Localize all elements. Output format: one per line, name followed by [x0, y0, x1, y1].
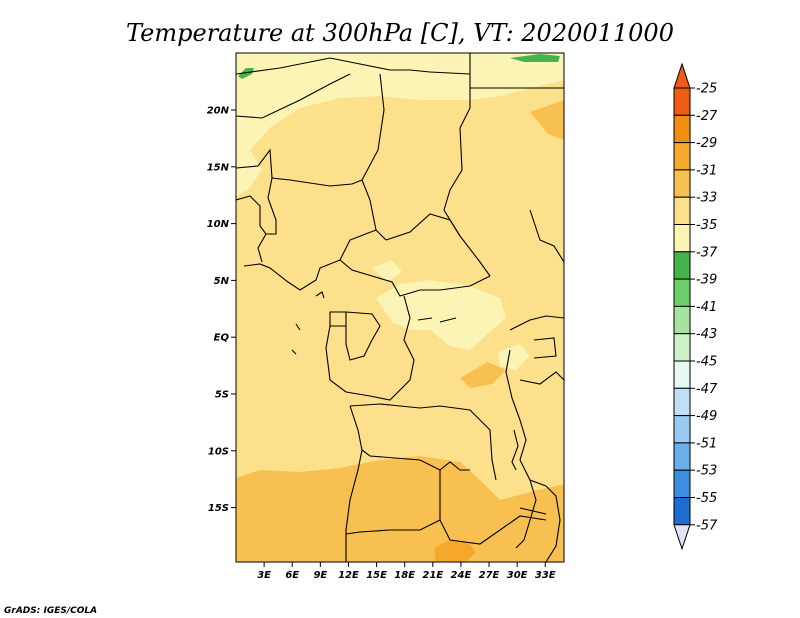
colorbar-swatch — [673, 278, 691, 307]
map-title: Temperature at 300hPa [C], VT: 202001100… — [126, 19, 674, 47]
y-tick-label: 5N — [214, 276, 230, 287]
colorbar-swatch — [673, 469, 691, 499]
colorbar-swatch — [673, 333, 691, 362]
cool-patch-small — [372, 260, 402, 282]
y-tick-label: 15S — [208, 503, 229, 514]
longitude-axis: 3E 6E 9E 12E 15E 18E 21E 24E 27E 30E 33E — [257, 562, 556, 581]
y-tick-label: 5S — [215, 390, 229, 401]
colorbar-label: -57 — [696, 518, 718, 533]
x-tick-label: 18E — [394, 570, 415, 581]
cool-patch-center — [376, 280, 506, 350]
x-tick-label: 24E — [451, 570, 472, 581]
colorbar-label: -51 — [696, 436, 717, 451]
colorbar-label: -31 — [696, 163, 717, 178]
hot-spot — [434, 540, 476, 562]
colorbar-label: -27 — [696, 109, 718, 124]
colorbar-swatch — [673, 442, 691, 471]
colorbar-label: -49 — [696, 409, 717, 424]
colorbar-label: -41 — [696, 300, 717, 315]
colorbar-swatch — [673, 142, 691, 171]
colorbar-label: -45 — [696, 355, 717, 370]
x-tick-label: 12E — [338, 570, 359, 581]
colorbar-label: -29 — [696, 136, 717, 151]
map-frame — [235, 52, 565, 563]
colorbar-swatch — [673, 497, 691, 526]
colorbar-label: -55 — [696, 491, 717, 506]
warm-band-south — [236, 456, 564, 562]
cold-spot-ne — [510, 54, 560, 62]
colorbar-swatch — [673, 169, 691, 198]
warm-patch-ne — [530, 100, 564, 140]
colorbar-swatch — [673, 305, 691, 335]
colorbar-label: -37 — [696, 245, 718, 260]
colorbar: -25 -27 -29 -31 -33 -35 -37 -39 -41 -43 -45 -47 -49 -… — [673, 62, 718, 551]
colorbar-label: -33 — [696, 191, 717, 206]
cool-band-northwest — [236, 150, 262, 196]
colorbar-top-arrow — [673, 62, 691, 89]
colorbar-bottom-arrow — [673, 524, 691, 551]
colorbar-label: -43 — [696, 327, 717, 342]
colorbar-label: -47 — [696, 382, 718, 397]
map-panel — [236, 53, 564, 562]
y-tick-label: 15N — [207, 162, 230, 173]
colorbar-swatch — [673, 196, 691, 225]
cool-band-north — [236, 53, 564, 160]
colorbar-swatch — [673, 87, 691, 116]
colorbar-swatch — [673, 251, 691, 280]
x-tick-label: 9E — [313, 570, 327, 581]
colorbar-label: -35 — [696, 218, 717, 233]
colorbar-swatch — [673, 415, 691, 444]
x-tick-label: 21E — [422, 570, 443, 581]
latitude-axis: 20N 15N 10N 5N EQ 5S 10S 15S — [207, 106, 236, 514]
colorbar-swatch — [673, 360, 691, 389]
colorbar-swatch — [673, 387, 691, 417]
y-tick-label: EQ — [214, 333, 230, 344]
colorbar-label: -39 — [696, 273, 717, 288]
cold-spot-nw — [238, 68, 254, 79]
x-tick-label: 27E — [479, 570, 500, 581]
colorbar-label: -25 — [696, 82, 717, 97]
credit-label: GrADS: IGES/COLA — [4, 606, 97, 616]
x-tick-label: 3E — [257, 570, 271, 581]
x-tick-label: 6E — [285, 570, 299, 581]
country-borders — [236, 53, 564, 562]
y-tick-label: 10N — [207, 219, 230, 230]
x-tick-label: 30E — [507, 570, 528, 581]
warm-patch-east — [460, 362, 506, 388]
colorbar-swatch — [673, 114, 691, 144]
colorbar-swatch — [673, 224, 691, 253]
y-tick-label: 10S — [208, 446, 229, 457]
cool-patch-lake — [498, 344, 530, 370]
colorbar-label: -53 — [696, 464, 717, 479]
x-tick-label: 15E — [366, 570, 387, 581]
x-tick-label: 33E — [535, 570, 556, 581]
y-tick-label: 20N — [207, 106, 230, 117]
